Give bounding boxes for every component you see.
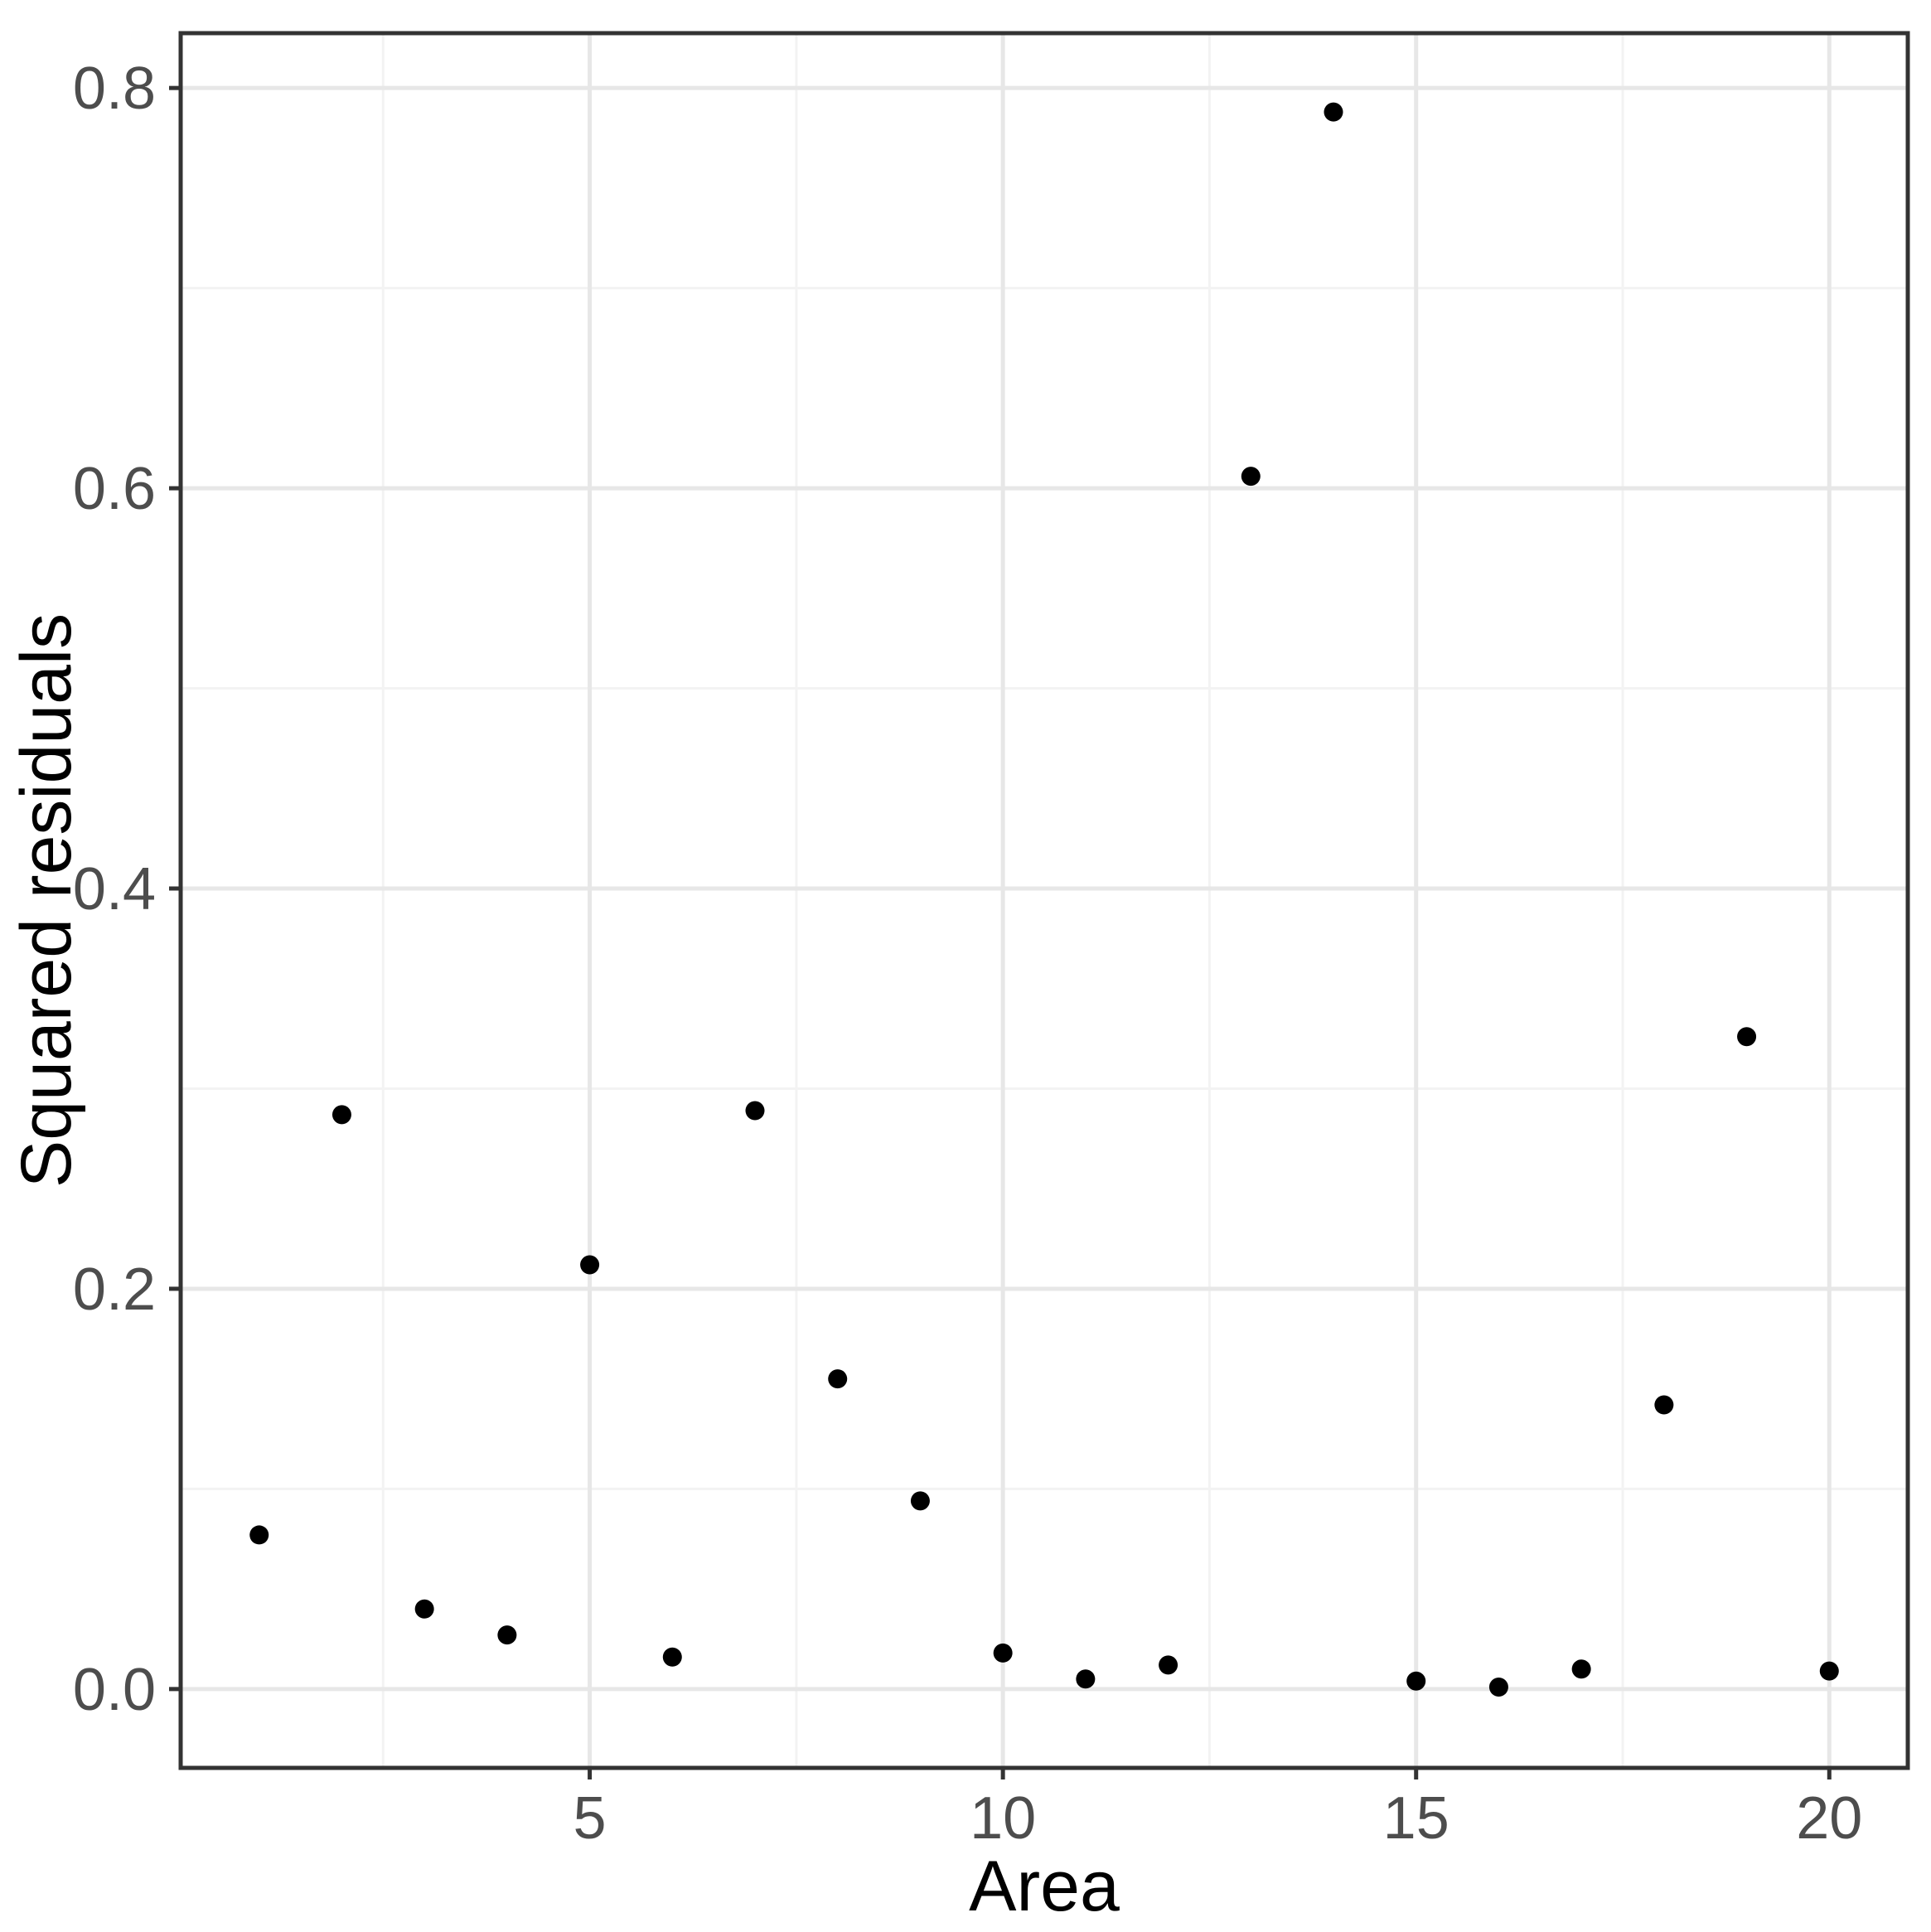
grid-major-lines — [181, 33, 1908, 1768]
data-point — [662, 1647, 682, 1667]
y-tick-label: 0.6 — [73, 456, 156, 522]
axis-tick-marks — [169, 85, 1832, 1779]
x-tick-label: 15 — [1383, 1785, 1449, 1852]
x-tick-label: 5 — [573, 1785, 607, 1852]
data-point — [497, 1625, 517, 1645]
data-point — [993, 1643, 1013, 1663]
data-point — [1571, 1659, 1591, 1679]
grid-minor-lines — [181, 33, 1908, 1768]
data-point — [332, 1105, 351, 1125]
y-axis-title: Squared residuals — [7, 613, 86, 1188]
data-point — [910, 1491, 930, 1511]
data-point — [745, 1101, 765, 1121]
data-point — [828, 1369, 848, 1389]
y-tick-label: 0.8 — [73, 56, 156, 122]
data-point — [580, 1255, 600, 1275]
x-tick-label: 10 — [970, 1785, 1036, 1852]
data-point — [1737, 1027, 1757, 1047]
x-tick-label: 20 — [1796, 1785, 1862, 1852]
y-tick-label: 0.2 — [73, 1257, 156, 1323]
data-point — [1488, 1677, 1508, 1697]
data-point — [249, 1525, 269, 1545]
axis-tick-labels: 5 10 15 20 0.0 0.2 0.4 0.6 0.8 — [73, 56, 1862, 1852]
data-point — [1159, 1655, 1178, 1675]
y-tick-label: 0.0 — [73, 1657, 156, 1723]
data-point — [1406, 1671, 1426, 1691]
data-point — [1819, 1661, 1839, 1681]
panel-border — [178, 31, 1910, 1770]
data-point — [1241, 467, 1261, 487]
data-point — [414, 1599, 434, 1619]
scatter-points — [249, 102, 1839, 1697]
x-axis-title: Area — [969, 1847, 1120, 1926]
y-tick-label: 0.4 — [73, 856, 156, 922]
data-point — [1654, 1395, 1674, 1415]
data-point — [1076, 1669, 1096, 1689]
data-point — [1324, 102, 1343, 122]
